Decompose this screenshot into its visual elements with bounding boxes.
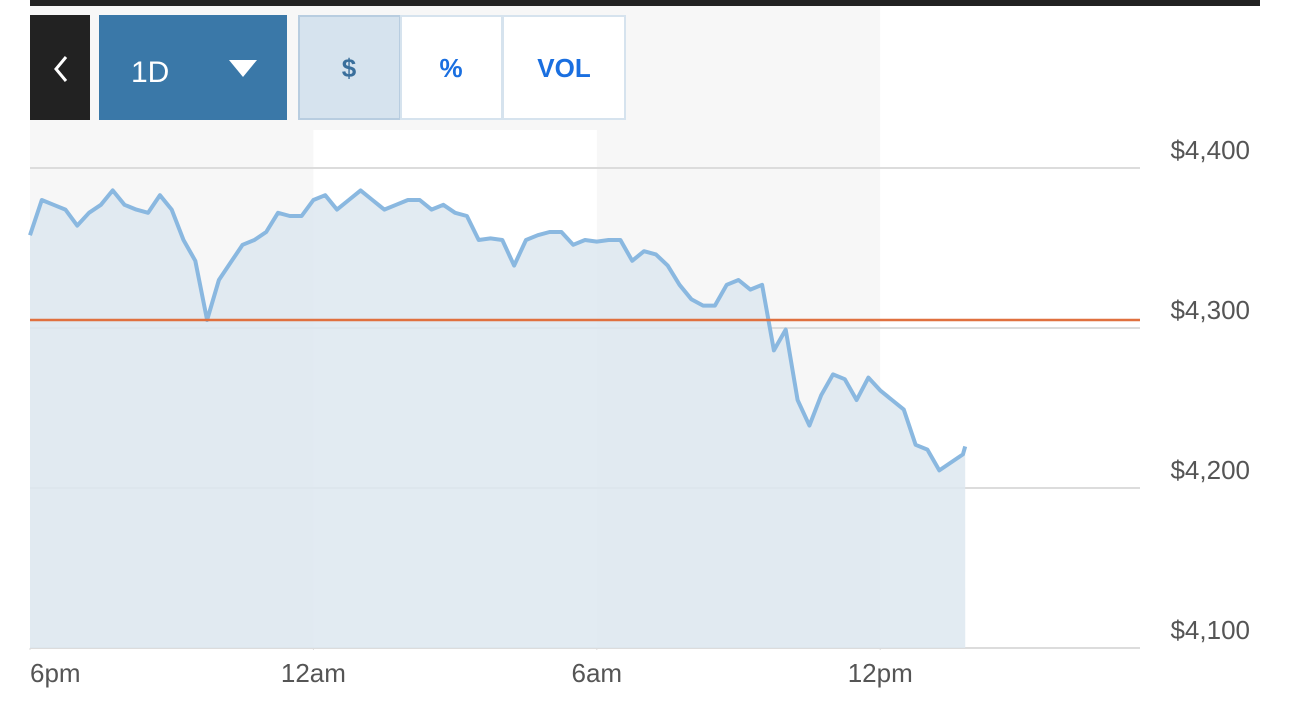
y-tick-label: $4,300 [1170,295,1250,325]
mode-button[interactable] [400,15,503,120]
x-tick-label: 12pm [848,658,913,688]
x-tick-label: 12am [281,658,346,688]
y-tick-label: $4,400 [1170,135,1250,165]
mode-label: % [439,53,462,83]
range-label: 1D [131,56,169,89]
x-tick-label: 6am [572,658,623,688]
x-tick-label: 6pm [30,658,81,688]
line [28,188,968,473]
y-tick-label: $4,100 [1170,615,1250,645]
mode-label: $ [342,53,357,83]
back-icon [54,56,68,82]
area [30,190,966,648]
mode-button[interactable] [502,15,626,120]
dropdown-icon [229,60,257,77]
range-dropdown[interactable] [99,15,287,120]
top-bar [30,0,1260,6]
back-button[interactable] [30,15,90,120]
mode-button[interactable] [298,15,401,120]
y-tick-label: $4,200 [1170,455,1250,485]
mode-label: VOL [537,53,591,83]
